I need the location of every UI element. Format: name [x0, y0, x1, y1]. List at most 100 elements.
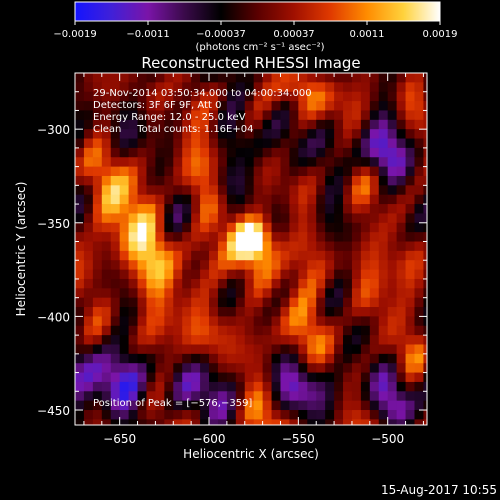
heatmap-cell: [253, 157, 264, 168]
heatmap-cell: [209, 91, 219, 102]
heatmap-cell: [217, 194, 228, 205]
heatmap-cell: [387, 372, 398, 383]
heatmap-cell: [110, 213, 121, 224]
heatmap-cell: [351, 363, 362, 374]
heatmap-cell: [110, 222, 121, 233]
plot-frame: [74, 72, 428, 426]
heatmap-cell: [173, 157, 183, 168]
heatmap-cell: [351, 400, 362, 411]
heatmap-cell: [262, 73, 273, 83]
heatmap-cell: [298, 138, 308, 149]
heatmap-cell: [209, 101, 219, 112]
heatmap-cell: [432, 82, 442, 92]
heatmap-cell: [334, 429, 344, 439]
heatmap-cell: [209, 344, 219, 355]
heatmap-cell: [289, 82, 299, 93]
heatmap-cell: [155, 101, 165, 112]
heatmap-cell: [316, 241, 326, 252]
heatmap-cell: [217, 410, 228, 420]
heatmap-cell: [137, 269, 148, 280]
heatmap-cell: [182, 91, 192, 102]
heatmap-cell: [378, 288, 389, 299]
heatmap-cell: [128, 400, 139, 411]
heatmap-cell: [298, 363, 308, 374]
heatmap-cell: [271, 222, 282, 233]
heatmap-cell: [396, 410, 407, 420]
heatmap-cell: [316, 353, 326, 364]
heatmap-cell: [307, 222, 317, 233]
heatmap-cell: [191, 204, 201, 215]
heatmap-cell: [217, 307, 228, 317]
heatmap-cell: [110, 204, 121, 215]
heatmap-cell: [369, 73, 380, 83]
heatmap-cell: [75, 260, 85, 271]
heatmap-cell: [334, 73, 344, 83]
heatmap-cell: [432, 401, 442, 411]
heatmap-cell: [414, 232, 425, 243]
colorbar-tick-label: 0.0011: [350, 29, 385, 40]
heatmap-cell: [271, 325, 282, 336]
heatmap-cell: [432, 316, 442, 326]
heatmap-cell: [146, 288, 156, 299]
heatmap-cell: [75, 410, 85, 420]
heatmap-cell: [110, 175, 121, 186]
heatmap-cell: [316, 110, 326, 121]
heatmap-cell: [343, 391, 353, 402]
heatmap-cell: [262, 400, 273, 411]
heatmap-cell: [262, 391, 273, 402]
heatmap-cell: [146, 307, 156, 317]
heatmap-cell: [271, 419, 282, 425]
heatmap-cell: [209, 119, 219, 130]
heatmap-cell: [262, 119, 273, 130]
heatmap-cell: [432, 391, 442, 401]
heatmap-cell: [316, 250, 326, 261]
heatmap-cell: [307, 316, 317, 327]
heatmap-cell: [405, 110, 416, 121]
heatmap-cell: [244, 288, 255, 299]
heatmap-cell: [83, 73, 94, 83]
heatmap-cell: [360, 278, 371, 289]
heatmap-cell: [137, 73, 148, 83]
heatmap-cell: [271, 147, 282, 158]
heatmap-cell: [378, 82, 389, 93]
heatmap-cell: [405, 381, 416, 392]
heatmap-cell: [75, 419, 85, 425]
heatmap-cell: [209, 175, 219, 186]
heatmap-cell: [110, 138, 121, 149]
heatmap-cell: [360, 363, 371, 374]
heatmap-cell: [396, 213, 407, 224]
heatmap-cell: [200, 138, 210, 149]
heatmap-cell: [119, 185, 130, 196]
heatmap-cell: [378, 372, 389, 383]
heatmap-cell: [289, 410, 299, 420]
heatmap-cell: [101, 344, 112, 355]
heatmap-cell: [325, 157, 335, 168]
heatmap-cell: [200, 260, 210, 271]
heatmap-cell: [75, 288, 85, 299]
heatmap-cell: [191, 363, 201, 374]
heatmap-cell: [92, 381, 103, 392]
y-axis-ticks: −300−350−400−450: [37, 72, 427, 418]
heatmap-cell: [307, 363, 317, 374]
heatmap-cell: [262, 194, 273, 205]
heatmap-cell: [191, 129, 201, 140]
heatmap-cell: [423, 269, 427, 280]
heatmap-cell: [236, 429, 246, 439]
heatmap-cell: [119, 410, 130, 420]
heatmap-cell: [369, 353, 380, 364]
heatmap-cell: [191, 222, 201, 233]
heatmap-cell: [280, 316, 291, 327]
heatmap-cell: [235, 101, 246, 112]
heatmap-cell: [280, 363, 291, 374]
heatmap-cell: [369, 410, 380, 420]
heatmap-cell: [217, 325, 228, 336]
heatmap-cell: [110, 194, 121, 205]
heatmap-cell: [360, 73, 371, 83]
heatmap-cell: [280, 147, 291, 158]
heatmap-cell: [110, 119, 121, 130]
heatmap-cell: [414, 166, 425, 177]
heatmap-cell: [101, 119, 112, 130]
heatmap-cell: [101, 381, 112, 392]
heatmap-cell: [298, 325, 308, 336]
heatmap-cell: [110, 129, 121, 140]
